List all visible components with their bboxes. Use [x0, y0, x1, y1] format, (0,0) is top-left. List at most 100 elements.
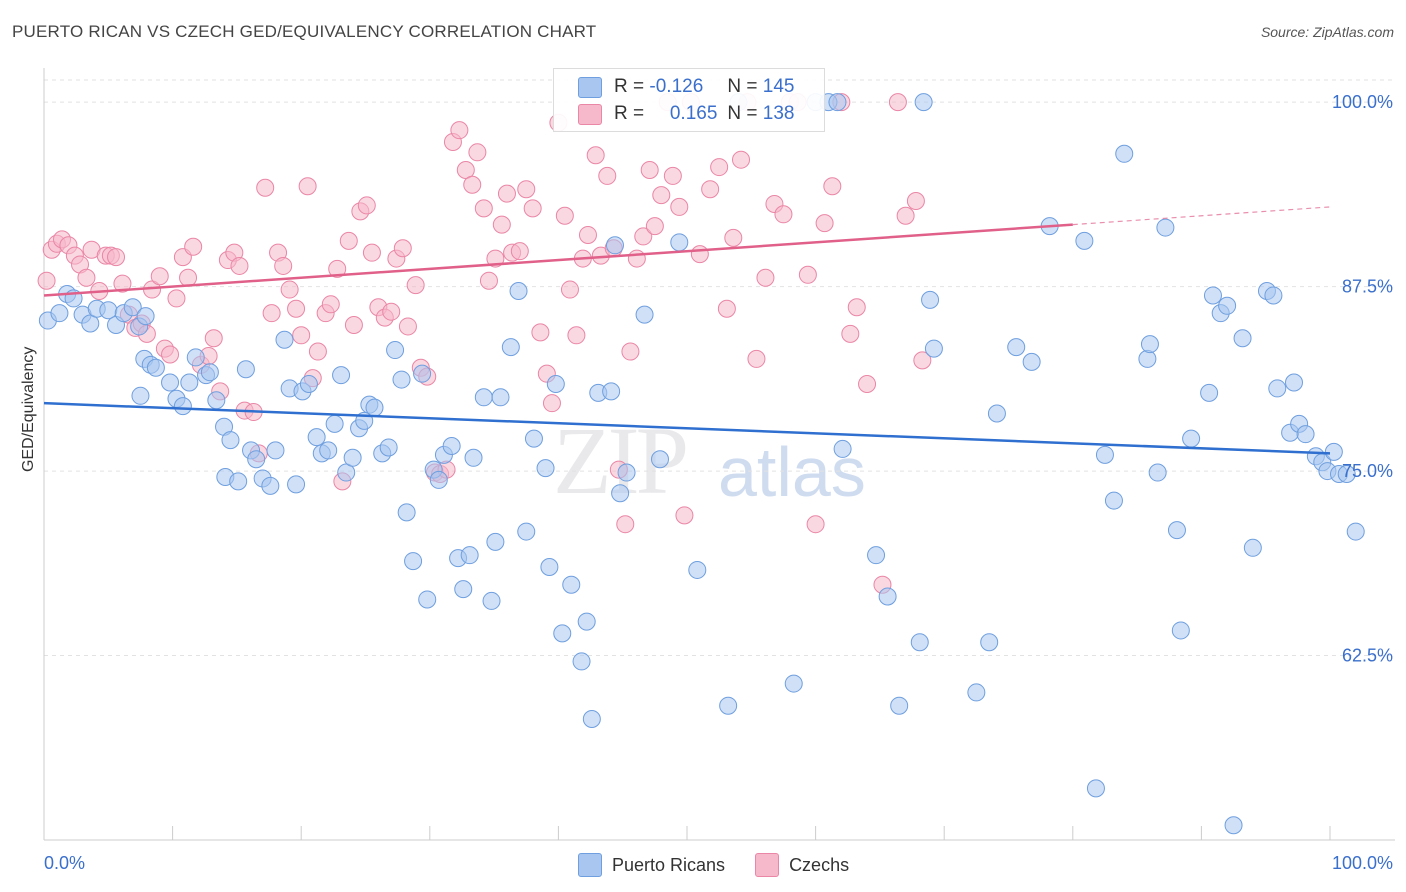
- czech-point: [560, 280, 579, 299]
- puerto-rican-point: [474, 388, 493, 407]
- r-value: 0.165: [669, 103, 718, 124]
- czech-point: [858, 375, 877, 393]
- puerto-rican-point: [501, 338, 520, 357]
- legend-swatch-blue: [578, 853, 602, 877]
- czech-point: [77, 268, 96, 287]
- puerto-rican-point: [418, 590, 437, 609]
- czech-point: [701, 180, 720, 199]
- puerto-rican-point: [878, 587, 897, 606]
- czech-point: [357, 196, 376, 215]
- puerto-rican-point: [266, 441, 285, 460]
- y-tick-label: 100.0%: [1332, 92, 1393, 112]
- czech-point: [724, 228, 743, 247]
- puerto-rican-point: [635, 305, 654, 324]
- chart-title: PUERTO RICAN VS CZECH GED/EQUIVALENCY CO…: [12, 22, 597, 41]
- czech-point: [287, 299, 306, 318]
- czech-point: [555, 206, 574, 225]
- puerto-rican-point: [1148, 463, 1167, 482]
- puerto-rican-point: [546, 375, 565, 393]
- czech-point: [627, 249, 646, 268]
- czech-point: [321, 295, 340, 314]
- puerto-rican-point: [910, 633, 929, 652]
- x-tick-label: 100.0%: [1332, 853, 1393, 873]
- puerto-rican-point: [146, 358, 165, 377]
- puerto-rican-point: [379, 438, 398, 457]
- czech-point: [468, 143, 487, 162]
- puerto-rican-point: [1095, 445, 1114, 464]
- puerto-rican-point: [1156, 218, 1175, 237]
- czech-point: [717, 299, 736, 318]
- czech-point: [913, 351, 932, 370]
- legend-swatch-pink: [578, 103, 602, 125]
- tick-labels: 62.5% 75.0% 87.5% 100.0% 0.0% 100.0%: [44, 92, 1393, 873]
- legend-item-puerto-ricans[interactable]: Puerto Ricans: [578, 853, 725, 877]
- source-label: Source: ZipAtlas.com: [1260, 24, 1394, 40]
- legend-item-czechs[interactable]: Czechs: [755, 853, 849, 877]
- czech-point: [107, 248, 126, 267]
- puerto-rican-point: [1075, 231, 1094, 250]
- puerto-rican-point: [299, 375, 318, 393]
- legend-label-czechs: Czechs: [789, 854, 850, 875]
- puerto-ricans-points: [38, 93, 1365, 835]
- czech-point: [640, 161, 659, 180]
- puerto-rican-point: [1182, 429, 1201, 448]
- puerto-rican-point: [1167, 521, 1186, 540]
- czech-point: [492, 215, 511, 234]
- czech-point: [616, 515, 635, 534]
- czech-point: [339, 231, 358, 250]
- czech-point: [645, 217, 664, 236]
- czech-point: [113, 274, 132, 293]
- czech-point: [523, 199, 542, 218]
- puerto-rican-point: [914, 93, 933, 112]
- czech-point: [406, 276, 425, 295]
- puerto-ricans-trend-line: [43, 401, 1331, 455]
- czechs-points: [37, 93, 932, 594]
- puerto-rican-point: [397, 503, 416, 522]
- puerto-rican-point: [833, 439, 852, 458]
- stats-legend: R = -0.126 N = 145 R = 0.165 N = 138: [553, 68, 825, 132]
- puerto-rican-point: [1138, 349, 1157, 368]
- czechs-trend-line: [43, 223, 1073, 297]
- puerto-rican-point: [688, 560, 707, 579]
- czech-point: [578, 225, 597, 244]
- czech-point: [274, 256, 293, 275]
- czech-point: [710, 158, 729, 177]
- puerto-rican-point: [1115, 144, 1134, 163]
- puerto-rican-point: [1200, 383, 1219, 402]
- puerto-rican-point: [325, 414, 344, 433]
- czech-point: [497, 184, 516, 203]
- czech-point: [598, 166, 617, 185]
- czech-point: [262, 304, 281, 323]
- puerto-rican-point: [186, 348, 205, 367]
- czech-point: [841, 324, 860, 343]
- czech-point: [328, 259, 347, 278]
- puerto-rican-point: [442, 436, 461, 455]
- series-legend: Puerto Ricans Czechs: [578, 853, 879, 877]
- puerto-rican-point: [221, 431, 240, 450]
- puerto-rican-point: [1296, 425, 1315, 444]
- czech-point: [621, 342, 640, 361]
- czech-point: [450, 121, 469, 140]
- puerto-rican-point: [1346, 522, 1365, 541]
- czech-point: [906, 192, 925, 211]
- czech-point: [308, 342, 327, 361]
- czech-point: [37, 271, 56, 290]
- czech-point: [756, 268, 775, 287]
- puerto-rican-point: [1104, 491, 1123, 510]
- czech-point: [393, 239, 412, 258]
- puerto-rican-point: [180, 373, 199, 392]
- y-tick-label: 62.5%: [1342, 646, 1393, 666]
- puerto-rican-point: [247, 450, 266, 469]
- puerto-rican-point: [553, 624, 572, 643]
- legend-row-puerto-ricans: R = -0.126 N = 145: [578, 74, 794, 100]
- y-axis-label: GED/Equivalency: [20, 346, 37, 472]
- czech-point: [280, 280, 299, 299]
- czech-point: [517, 180, 536, 199]
- czech-point: [179, 268, 198, 287]
- puerto-rican-point: [287, 475, 306, 494]
- czech-point: [806, 515, 825, 534]
- puerto-rican-point: [136, 307, 155, 326]
- puerto-rican-point: [404, 552, 423, 571]
- puerto-rican-point: [482, 591, 501, 610]
- czech-point: [184, 237, 203, 256]
